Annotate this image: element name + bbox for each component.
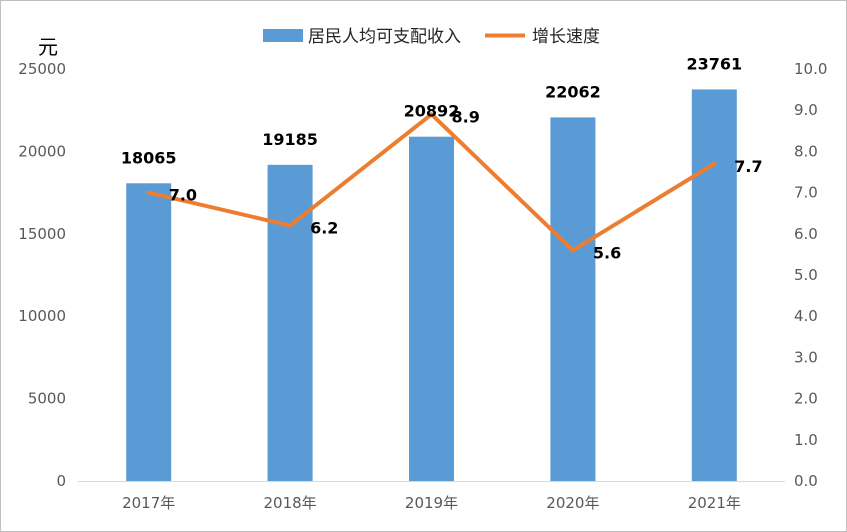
y2-tick-label: 2.0 bbox=[794, 390, 818, 408]
bar-2018年 bbox=[267, 164, 313, 481]
axis-layer: 0 5000 10000 15000 20000 25000 0.0 1.0 2.0 3.0 4.0… bbox=[18, 60, 827, 512]
bar-2017年 bbox=[126, 183, 172, 481]
growth-data-label: 6.2 bbox=[310, 219, 338, 238]
bar-data-label: 20892 bbox=[404, 102, 460, 121]
bar-data-label: 22062 bbox=[545, 82, 601, 101]
growth-point-2018年 bbox=[288, 223, 293, 228]
y-tick-label: 5000 bbox=[28, 390, 66, 408]
y-tick-label: 10000 bbox=[18, 307, 66, 325]
growth-point-2017年 bbox=[146, 190, 151, 195]
growth-data-label: 7.7 bbox=[734, 157, 762, 176]
growth-point-2021年 bbox=[712, 161, 717, 166]
legend-swatch-income bbox=[263, 29, 303, 42]
bars-layer bbox=[126, 89, 737, 482]
x-tick-label: 2019年 bbox=[405, 494, 458, 512]
growth-point-2019年 bbox=[429, 112, 434, 117]
y2-tick-label: 0.0 bbox=[794, 472, 818, 490]
growth-data-label: 8.9 bbox=[452, 107, 480, 126]
y-tick-label: 15000 bbox=[18, 225, 66, 243]
bar-data-label: 18065 bbox=[121, 148, 177, 167]
y2-tick-label: 1.0 bbox=[794, 431, 818, 449]
x-tick-label: 2020年 bbox=[546, 494, 599, 512]
y2-tick-label: 9.0 bbox=[794, 101, 818, 119]
bar-2021年 bbox=[691, 89, 737, 482]
y-axis-unit: 元 bbox=[38, 35, 58, 59]
bar-data-label: 23761 bbox=[686, 54, 742, 73]
y2-tick-label: 4.0 bbox=[794, 307, 818, 325]
x-tick-label: 2018年 bbox=[264, 494, 317, 512]
legend: 居民人均可支配收入 增长速度 bbox=[263, 27, 600, 47]
growth-point-2020年 bbox=[570, 248, 575, 253]
growth-data-label: 7.0 bbox=[169, 186, 197, 205]
x-tick-label: 2021年 bbox=[688, 494, 741, 512]
line-layer bbox=[146, 112, 717, 253]
growth-data-label: 5.6 bbox=[593, 243, 621, 262]
y-tick-label: 0 bbox=[56, 472, 66, 490]
y2-tick-label: 3.0 bbox=[794, 348, 818, 366]
legend-label-income: 居民人均可支配收入 bbox=[308, 27, 461, 47]
y2-tick-label: 5.0 bbox=[794, 266, 818, 284]
y-tick-label: 20000 bbox=[18, 142, 66, 160]
bar-2019年 bbox=[409, 136, 454, 482]
legend-label-growth: 增长速度 bbox=[532, 27, 600, 47]
labels-layer: 18065 19185 20892 22062 23761 7.0 6.2 8.9 5.6 7.7 bbox=[121, 54, 763, 262]
y2-tick-label: 10.0 bbox=[794, 60, 827, 78]
y2-tick-label: 6.0 bbox=[794, 225, 818, 243]
x-tick-label: 2017年 bbox=[122, 494, 175, 512]
bar-2020年 bbox=[550, 117, 596, 481]
y2-tick-label: 8.0 bbox=[794, 142, 818, 160]
bar-data-label: 19185 bbox=[262, 130, 318, 149]
y-tick-label: 25000 bbox=[18, 60, 66, 78]
y2-tick-label: 7.0 bbox=[794, 184, 818, 202]
